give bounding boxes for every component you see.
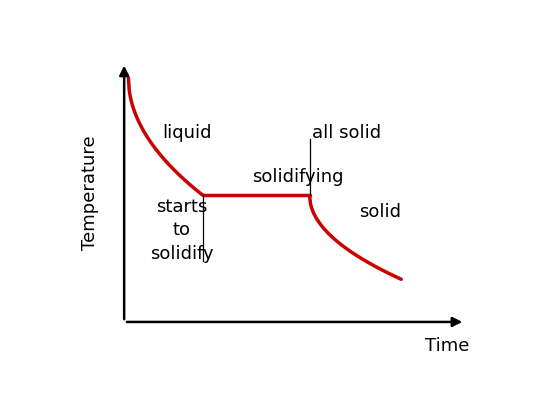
Text: starts
to
solidify: starts to solidify: [150, 198, 213, 263]
Text: solid: solid: [359, 203, 400, 221]
Text: Time: Time: [425, 337, 470, 355]
Text: Temperature: Temperature: [81, 135, 99, 249]
Text: liquid: liquid: [163, 124, 212, 142]
Text: all solid: all solid: [312, 124, 381, 142]
Text: solidifying: solidifying: [252, 168, 344, 186]
